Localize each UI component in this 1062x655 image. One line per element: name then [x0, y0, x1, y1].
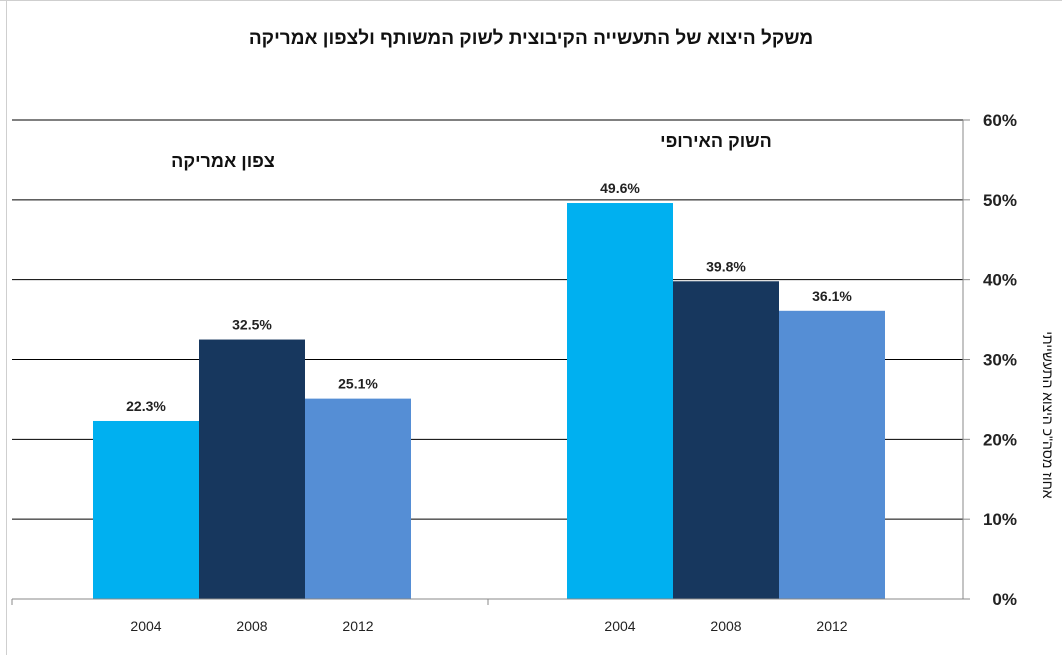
y-tick-label: 0%: [992, 590, 1017, 609]
data-label: 39.8%: [706, 258, 746, 274]
y-tick-label: 10%: [983, 510, 1017, 529]
bars: [93, 203, 885, 599]
data-label: 32.5%: [232, 317, 272, 333]
x-tick-label: 2012: [816, 618, 847, 634]
x-tick-label: 2008: [236, 618, 267, 634]
y-tick-label: 50%: [983, 191, 1017, 210]
bar: [93, 420, 199, 599]
data-label: 36.1%: [812, 288, 852, 304]
y-tick-label: 60%: [983, 111, 1017, 130]
data-label: 49.6%: [600, 180, 640, 196]
x-tick-label: 2004: [604, 618, 635, 634]
data-labels: צפון אמריקה 22.3% 32.5% 25.1% השוק האירופי 49…: [126, 131, 852, 414]
y-tick-label: 30%: [983, 351, 1017, 370]
bar: [779, 310, 885, 599]
group-label: השוק האירופי: [660, 131, 772, 151]
group-label: צפון אמריקה: [171, 151, 275, 171]
x-tick-label: 2012: [342, 618, 373, 634]
data-label: 25.1%: [338, 376, 378, 392]
x-tick-label: 2008: [710, 618, 741, 634]
bar: [305, 398, 411, 599]
bar: [673, 281, 779, 599]
bar: [567, 203, 673, 599]
y-tick-label: 40%: [983, 271, 1017, 290]
x-tick-label: 2004: [130, 618, 161, 634]
bar: [199, 339, 305, 599]
axes: 0% 10% 20% 30% 40% 50% 60% 2004 2008 2012 2004 2008…: [11, 111, 1017, 634]
y-axis-label: אחוז מסה"כ היצוא התעשייתי: [1040, 331, 1056, 498]
chart-title: משקל היצוא של התעשייה הקיבוצית לשוק המשו…: [248, 28, 814, 49]
y-tick-label: 20%: [983, 430, 1017, 449]
data-label: 22.3%: [126, 398, 166, 414]
